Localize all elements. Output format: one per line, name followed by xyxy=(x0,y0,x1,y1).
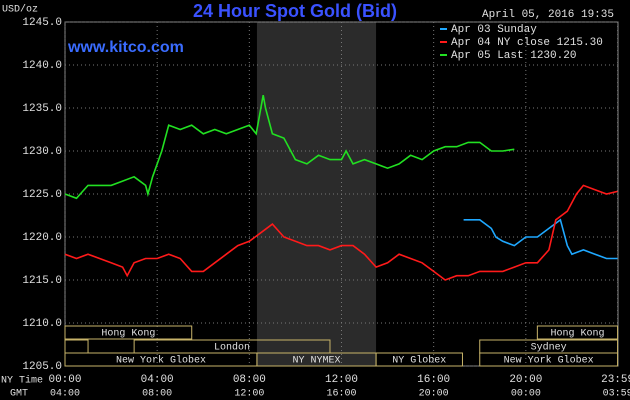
session-label: Hong Kong xyxy=(101,329,155,340)
x2-tick-label: 08:00 xyxy=(142,389,172,400)
session-label: London xyxy=(214,342,250,354)
y-tick-label: 1210.0 xyxy=(22,318,62,330)
session-box xyxy=(479,352,619,367)
legend-label: Apr 03 Sunday xyxy=(451,24,537,36)
y-tick-label: 1230.0 xyxy=(22,146,62,158)
x-tick-label: 20:00 xyxy=(509,374,542,386)
session-label: NY Globex xyxy=(392,355,446,367)
x2-tick-label: 16:00 xyxy=(326,389,356,400)
x-tick-label: 08:00 xyxy=(233,374,266,386)
legend-label: Apr 04 NY close 1215.30 xyxy=(451,37,603,49)
y-tick-label: 1215.0 xyxy=(22,275,62,287)
x2-tick-label: 20:00 xyxy=(419,389,449,400)
x-tick-label: 00:00 xyxy=(48,374,81,386)
legend-label: Apr 05 Last 1230.20 xyxy=(451,50,576,62)
session-box xyxy=(536,325,619,340)
x-tick-label: 23:59 xyxy=(601,374,630,386)
price-line xyxy=(64,184,618,281)
x-axis-label: NY Time xyxy=(1,375,43,387)
x2-tick-label: 12:00 xyxy=(234,389,264,400)
y-tick-label: 1240.0 xyxy=(22,60,62,72)
price-line xyxy=(463,218,618,260)
x2-tick-label: 03:59 xyxy=(603,389,630,400)
y-tick-label: 1245.0 xyxy=(22,17,62,29)
y-axis-label: USD/oz xyxy=(2,4,38,16)
source: www.kitco.com xyxy=(67,39,184,56)
session-box xyxy=(64,339,89,354)
y-tick-label: 1205.0 xyxy=(22,361,62,373)
highlight-band xyxy=(256,22,377,366)
y-tick-label: 1225.0 xyxy=(22,189,62,201)
session-label: New York Globex xyxy=(116,355,206,367)
session-label: New York Globex xyxy=(504,355,594,367)
price-line xyxy=(64,94,515,200)
x-tick-label: 12:00 xyxy=(325,374,358,386)
chart-title: 24 Hour Spot Gold (Bid) xyxy=(193,1,397,21)
x-tick-label: 16:00 xyxy=(417,374,450,386)
y-tick-label: 1220.0 xyxy=(22,232,62,244)
x2-tick-label: 00:00 xyxy=(511,389,541,400)
session-box xyxy=(375,352,463,367)
date-label: April 05, 2016 19:35 xyxy=(482,9,614,21)
x2-axis-label: GMT xyxy=(10,389,28,400)
session-label: Sydney xyxy=(531,342,567,354)
y-tick-label: 1235.0 xyxy=(22,103,62,115)
x2-tick-label: 04:00 xyxy=(50,389,80,400)
session-label: Hong Kong xyxy=(550,329,604,340)
x-tick-label: 04:00 xyxy=(141,374,174,386)
session-label: NY NYMEX xyxy=(292,356,340,367)
session-box xyxy=(64,325,193,340)
